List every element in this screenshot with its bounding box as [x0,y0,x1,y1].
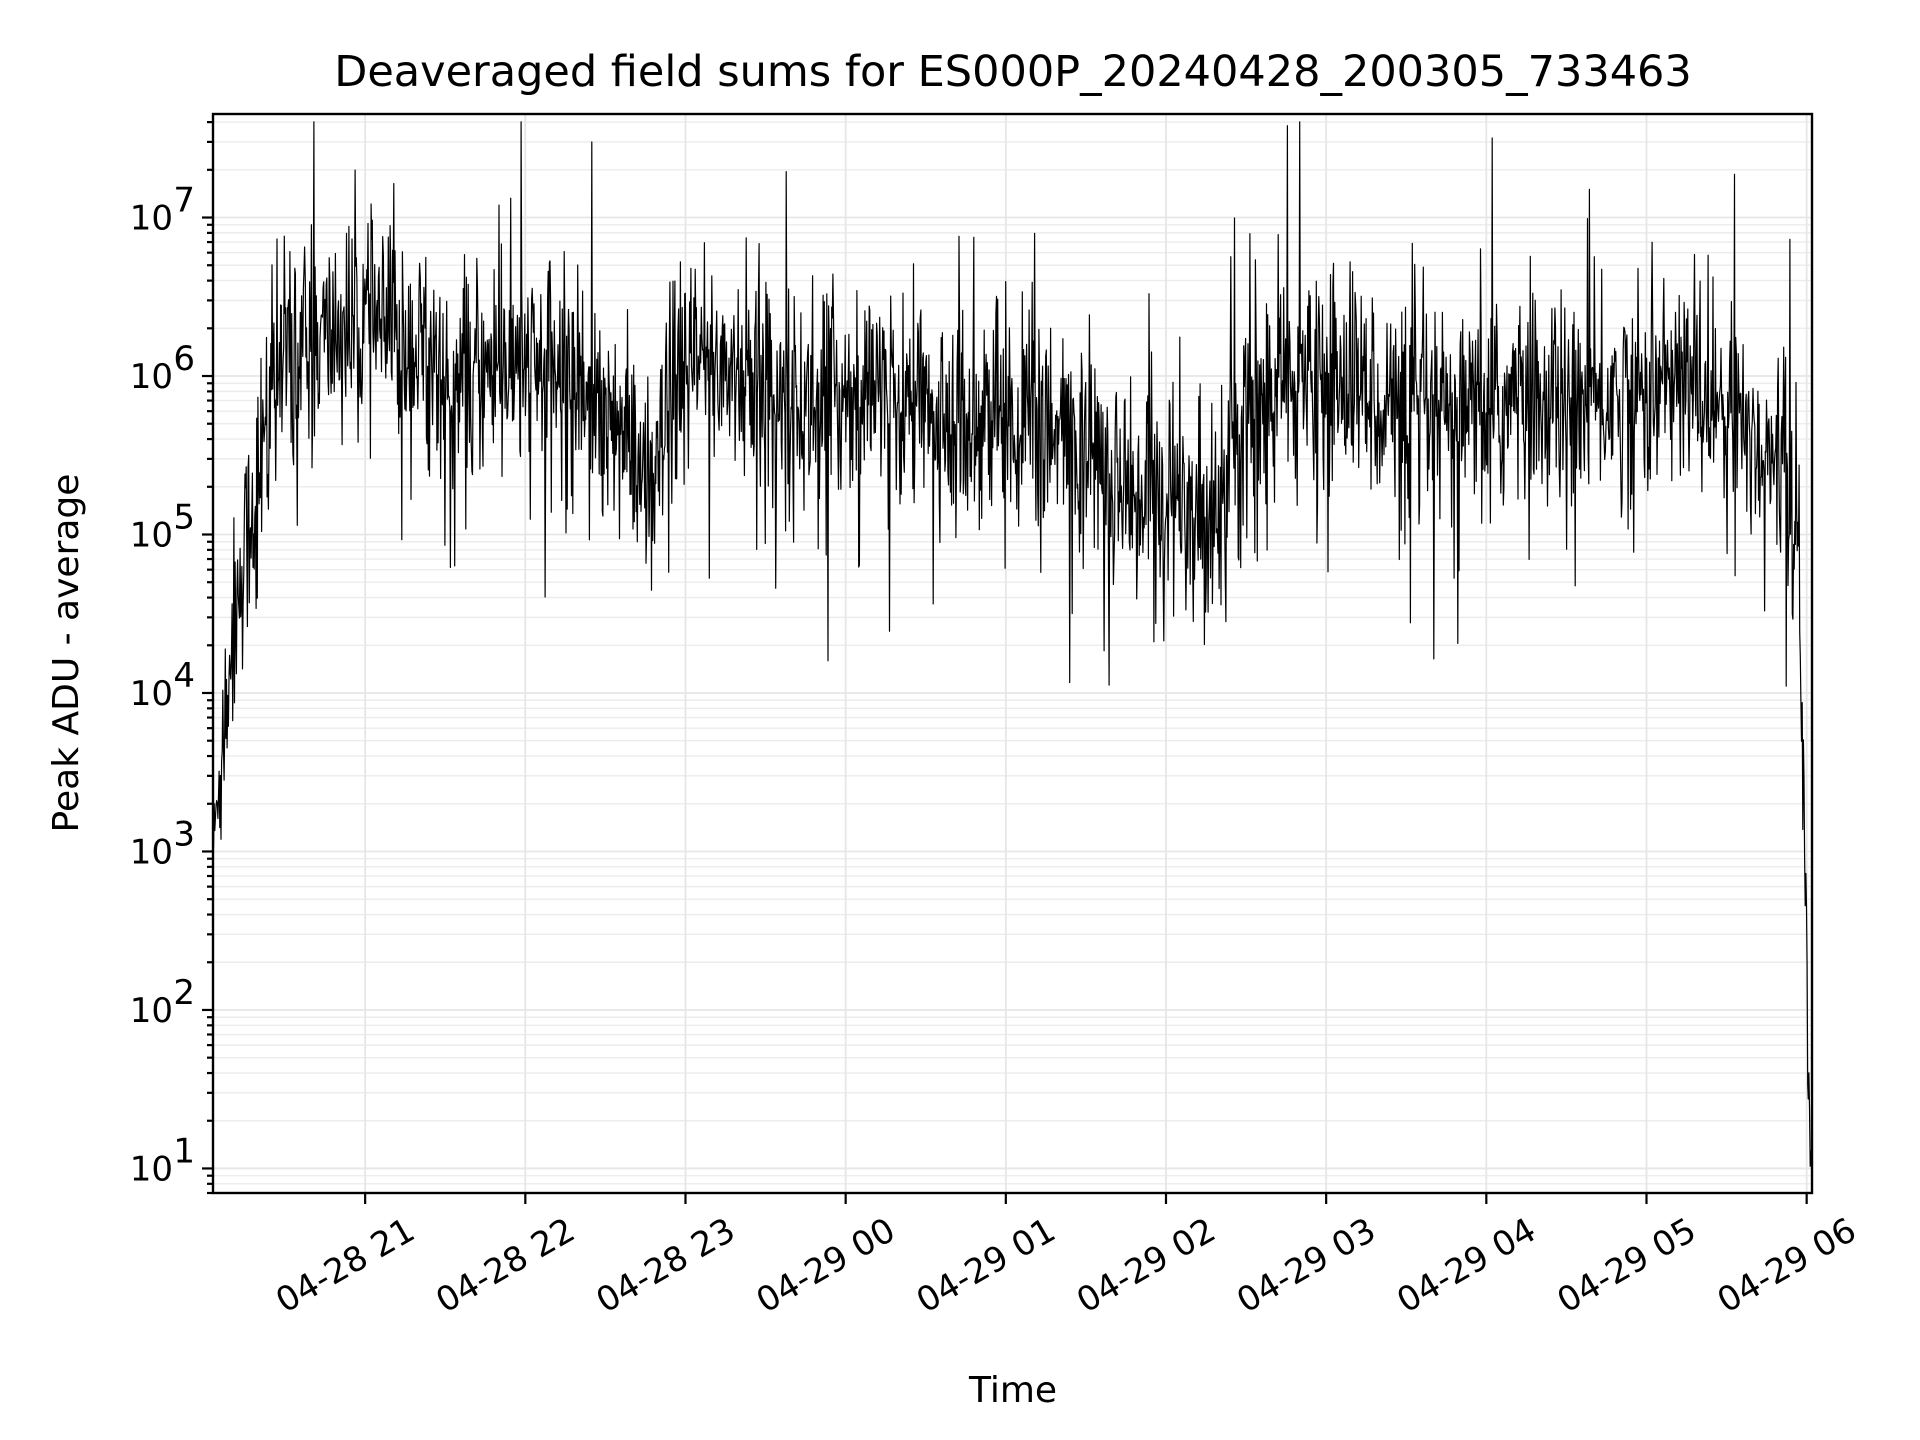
chart-title: Deaveraged field sums for ES000P_2024042… [334,47,1692,97]
y-axis-label: Peak ADU - average [46,474,87,833]
x-tick-label: 04-29 05 [1551,1210,1703,1321]
y-tick-label-exponent: 1 [173,1131,195,1171]
plot-frame [211,112,1814,1195]
y-tick-label: 10 [130,516,173,556]
series-line [212,121,1813,1190]
x-tick-label: 04-29 04 [1390,1210,1542,1321]
y-tick-label-exponent: 7 [173,181,195,221]
x-tick-label: 04-28 22 [429,1210,581,1321]
x-tick-label: 04-29 06 [1711,1210,1863,1321]
x-axis-label: Time [968,1370,1057,1411]
y-tick-label: 10 [130,674,173,714]
x-tick-label: 04-29 03 [1230,1210,1382,1321]
x-tick-label: 04-28 21 [269,1210,421,1321]
y-tick-label: 10 [130,832,173,872]
x-tick-label: 04-29 00 [750,1210,902,1321]
y-tick-label-exponent: 4 [173,656,195,696]
x-tick-label: 04-29 02 [1070,1210,1222,1321]
y-tick-label-exponent: 3 [173,814,195,854]
y-tick-label-exponent: 6 [173,339,195,379]
series-layer [212,121,1813,1190]
y-tick-label: 10 [130,991,173,1031]
y-tick-label-exponent: 5 [173,498,195,538]
x-tick-label: 04-28 23 [590,1210,742,1321]
grid [213,114,1812,1194]
y-tick-label: 10 [130,1149,173,1189]
x-tick-label: 04-29 01 [910,1210,1062,1321]
y-tick-label: 10 [130,199,173,239]
y-tick-label: 10 [130,357,173,397]
y-tick-label-exponent: 2 [173,973,195,1013]
